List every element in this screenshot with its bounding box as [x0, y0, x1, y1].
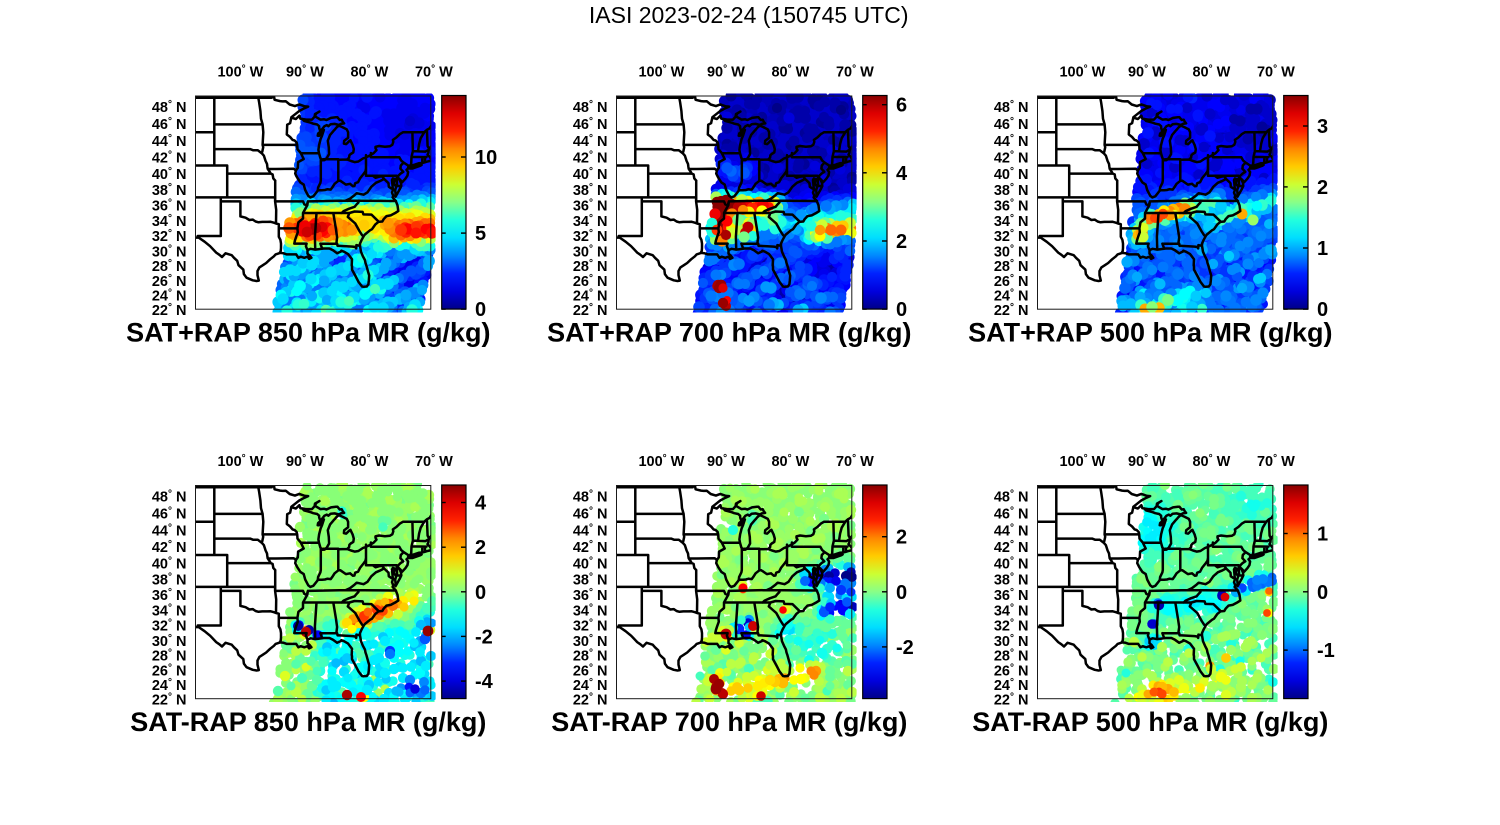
- svg-text:SAT+RAP 700 hPa MR (g/kg): SAT+RAP 700 hPa MR (g/kg): [547, 318, 911, 348]
- svg-text:22° N: 22° N: [152, 691, 187, 708]
- svg-text:42° N: 42° N: [573, 150, 608, 167]
- svg-text:24° N: 24° N: [994, 287, 1029, 304]
- svg-text:36° N: 36° N: [152, 198, 187, 215]
- svg-text:80° W: 80° W: [350, 453, 388, 470]
- svg-text:40° N: 40° N: [573, 166, 608, 183]
- svg-text:SAT-RAP 850 hPa MR (g/kg): SAT-RAP 850 hPa MR (g/kg): [130, 707, 486, 737]
- svg-text:-2: -2: [475, 626, 493, 648]
- svg-text:32° N: 32° N: [994, 228, 1029, 245]
- svg-text:2: 2: [1317, 177, 1328, 199]
- svg-text:48° N: 48° N: [994, 99, 1029, 116]
- svg-text:34° N: 34° N: [994, 213, 1029, 230]
- svg-text:100° W: 100° W: [217, 64, 263, 81]
- svg-text:26° N: 26° N: [573, 273, 608, 290]
- svg-text:24° N: 24° N: [152, 287, 187, 304]
- svg-text:46° N: 46° N: [994, 116, 1029, 133]
- svg-text:40° N: 40° N: [152, 555, 187, 572]
- svg-text:44° N: 44° N: [152, 133, 187, 150]
- svg-text:46° N: 46° N: [152, 506, 187, 523]
- svg-text:4: 4: [475, 493, 487, 515]
- svg-text:40° N: 40° N: [994, 166, 1029, 183]
- svg-text:36° N: 36° N: [152, 587, 187, 604]
- svg-text:30° N: 30° N: [152, 633, 187, 650]
- svg-text:28° N: 28° N: [994, 258, 1029, 275]
- svg-text:34° N: 34° N: [573, 213, 608, 230]
- svg-text:44° N: 44° N: [994, 133, 1029, 150]
- svg-text:30° N: 30° N: [573, 243, 608, 260]
- svg-text:90° W: 90° W: [707, 64, 745, 81]
- svg-text:SAT+RAP 500 hPa MR (g/kg): SAT+RAP 500 hPa MR (g/kg): [968, 318, 1332, 348]
- svg-text:26° N: 26° N: [994, 273, 1029, 290]
- svg-text:5: 5: [475, 223, 486, 245]
- svg-text:100° W: 100° W: [1059, 64, 1105, 81]
- svg-text:24° N: 24° N: [152, 677, 187, 694]
- svg-text:38° N: 38° N: [152, 182, 187, 199]
- svg-text:42° N: 42° N: [152, 539, 187, 556]
- svg-text:28° N: 28° N: [152, 648, 187, 665]
- svg-text:100° W: 100° W: [217, 453, 263, 470]
- svg-text:44° N: 44° N: [152, 522, 187, 539]
- svg-text:38° N: 38° N: [152, 571, 187, 588]
- svg-text:36° N: 36° N: [994, 198, 1029, 215]
- svg-text:6: 6: [896, 95, 907, 117]
- svg-text:3: 3: [1317, 116, 1328, 138]
- svg-text:70° W: 70° W: [415, 453, 453, 470]
- svg-text:90° W: 90° W: [286, 453, 324, 470]
- svg-text:100° W: 100° W: [638, 64, 684, 81]
- svg-text:22° N: 22° N: [994, 302, 1029, 319]
- svg-text:70° W: 70° W: [415, 64, 453, 81]
- svg-text:22° N: 22° N: [573, 302, 608, 319]
- svg-text:38° N: 38° N: [994, 182, 1029, 199]
- svg-text:30° N: 30° N: [152, 243, 187, 260]
- svg-text:32° N: 32° N: [573, 228, 608, 245]
- svg-text:26° N: 26° N: [152, 662, 187, 679]
- svg-text:32° N: 32° N: [152, 618, 187, 635]
- svg-text:32° N: 32° N: [152, 228, 187, 245]
- svg-text:-4: -4: [475, 671, 494, 693]
- svg-text:70° W: 70° W: [836, 64, 874, 81]
- svg-text:0: 0: [896, 299, 907, 321]
- svg-text:4: 4: [896, 163, 908, 185]
- svg-text:0: 0: [475, 299, 486, 321]
- svg-text:34° N: 34° N: [152, 603, 187, 620]
- svg-text:40° N: 40° N: [152, 166, 187, 183]
- svg-text:80° W: 80° W: [1192, 64, 1230, 81]
- svg-text:30° N: 30° N: [994, 243, 1029, 260]
- svg-text:0: 0: [1317, 299, 1328, 321]
- svg-text:24° N: 24° N: [573, 287, 608, 304]
- svg-text:SAT+RAP 850 hPa MR (g/kg): SAT+RAP 850 hPa MR (g/kg): [126, 318, 490, 348]
- svg-text:22° N: 22° N: [152, 302, 187, 319]
- svg-text:2: 2: [475, 537, 486, 559]
- svg-text:80° W: 80° W: [350, 64, 388, 81]
- svg-text:46° N: 46° N: [573, 116, 608, 133]
- svg-text:90° W: 90° W: [286, 64, 324, 81]
- svg-text:10: 10: [475, 147, 497, 169]
- svg-text:26° N: 26° N: [152, 273, 187, 290]
- svg-text:34° N: 34° N: [152, 213, 187, 230]
- svg-text:38° N: 38° N: [573, 182, 608, 199]
- svg-text:90° W: 90° W: [1128, 64, 1166, 81]
- svg-text:36° N: 36° N: [573, 198, 608, 215]
- svg-text:48° N: 48° N: [152, 488, 187, 505]
- svg-text:80° W: 80° W: [771, 64, 809, 81]
- svg-text:2: 2: [896, 231, 907, 253]
- svg-text:1: 1: [1317, 238, 1328, 260]
- svg-text:28° N: 28° N: [152, 258, 187, 275]
- svg-text:46° N: 46° N: [152, 116, 187, 133]
- svg-text:0: 0: [475, 582, 486, 604]
- svg-text:44° N: 44° N: [573, 133, 608, 150]
- svg-text:48° N: 48° N: [152, 99, 187, 116]
- svg-text:42° N: 42° N: [994, 150, 1029, 167]
- svg-text:48° N: 48° N: [573, 99, 608, 116]
- svg-text:42° N: 42° N: [152, 150, 187, 167]
- svg-text:28° N: 28° N: [573, 258, 608, 275]
- svg-text:70° W: 70° W: [1257, 64, 1295, 81]
- svg-text:IASI 2023-02-24 (150745 UTC): IASI 2023-02-24 (150745 UTC): [589, 2, 909, 28]
